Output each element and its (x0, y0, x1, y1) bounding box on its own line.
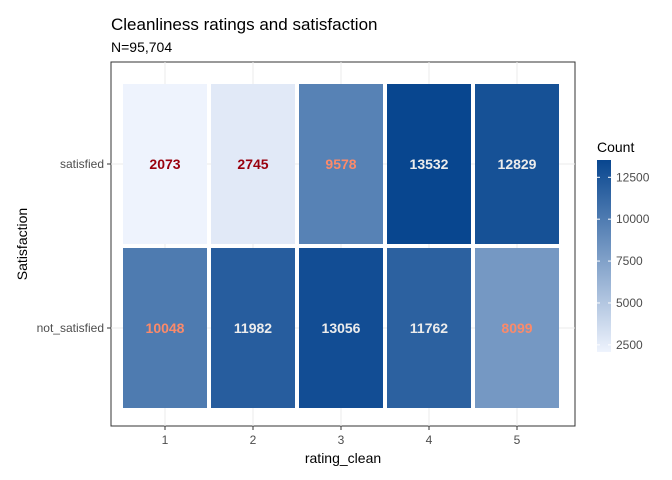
cell-value-label: 12829 (498, 156, 537, 172)
cell-value-label: 11982 (234, 320, 272, 336)
heatmap-cell (211, 84, 295, 244)
cell-value-label: 2073 (149, 156, 180, 172)
heatmap-cell (211, 248, 295, 408)
x-tick-label: 5 (514, 433, 521, 447)
cell-value-label: 2745 (237, 156, 268, 172)
cell-value-label: 10048 (146, 320, 185, 336)
legend-title: Count (597, 139, 634, 155)
legend-ticks: 2500 5000 7500 10000 12500 (597, 170, 650, 352)
y-axis-ticks: not_satisfied satisfied (37, 157, 111, 335)
cell-value-label: 13532 (410, 156, 449, 172)
heatmap-cell (299, 84, 383, 244)
cell-value-label: 9578 (325, 156, 356, 172)
cell-value-label: 11762 (410, 320, 448, 336)
x-tick-label: 3 (338, 433, 345, 447)
x-tick-label: 4 (426, 433, 433, 447)
legend-tick-label: 2500 (616, 338, 643, 352)
heatmap-cell (299, 248, 383, 408)
chart-title: Cleanliness ratings and satisfaction (111, 15, 377, 34)
legend-tick-label: 12500 (616, 170, 650, 184)
legend-colorbar (597, 160, 611, 352)
y-axis-title: Satisfaction (14, 208, 30, 280)
cell-value-label: 8099 (501, 320, 532, 336)
x-axis-title: rating_clean (305, 450, 381, 466)
heatmap-cell (387, 248, 471, 408)
heatmap-cell (387, 84, 471, 244)
chart-subtitle: N=95,704 (111, 39, 172, 55)
y-tick-label: satisfied (60, 157, 104, 171)
legend-tick-label: 5000 (616, 296, 643, 310)
x-axis-ticks: 1 2 3 4 5 (162, 426, 521, 447)
x-tick-label: 2 (250, 433, 257, 447)
x-tick-label: 1 (162, 433, 169, 447)
heatmap-cell (475, 248, 559, 408)
heatmap-cells (123, 84, 559, 408)
heatmap-cell (123, 248, 207, 408)
heatmap-cell (123, 84, 207, 244)
legend-tick-label: 7500 (616, 254, 643, 268)
heatmap-cell (475, 84, 559, 244)
cell-value-label: 13056 (322, 320, 361, 336)
cell-labels: 2073 2745 9578 13532 12829 10048 11982 13056 117… (146, 156, 537, 336)
y-tick-label: not_satisfied (37, 321, 104, 335)
legend-tick-label: 10000 (616, 212, 650, 226)
